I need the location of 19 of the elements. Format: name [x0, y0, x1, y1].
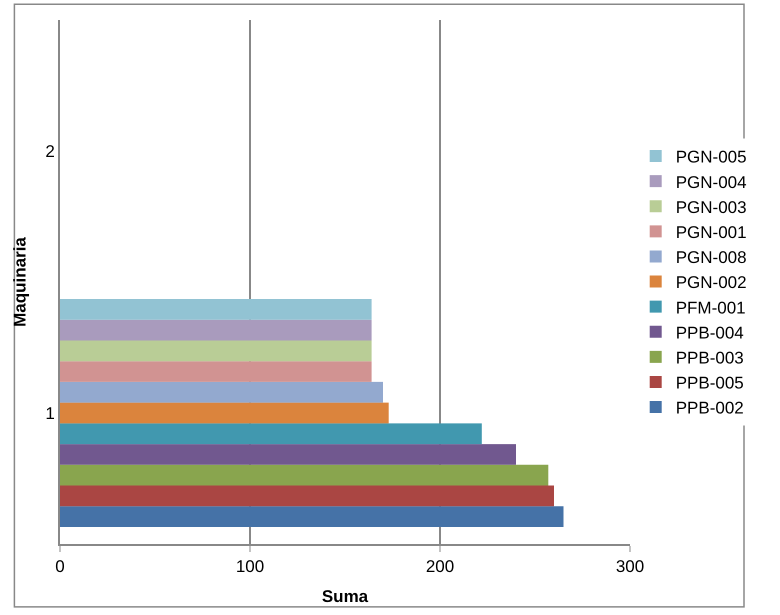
x-tick-label: 0	[55, 557, 65, 576]
y-axis-title: Maquinaria	[10, 236, 30, 327]
legend-label: PPB-002	[676, 398, 744, 418]
legend-label: PGN-003	[676, 198, 747, 217]
legend-label: PGN-004	[676, 172, 747, 192]
legend-label: PPB-003	[676, 348, 744, 368]
y-tick-label: 2	[45, 142, 55, 161]
legend-label: PGN-001	[676, 222, 747, 242]
x-tick-label: 100	[236, 557, 264, 576]
legend-label: PPB-005	[676, 374, 744, 393]
legend-label: PPB-004	[676, 323, 744, 342]
x-axis-title: Suma	[322, 587, 369, 606]
legend-label: PGN-008	[676, 248, 747, 268]
x-tick-label: 200	[426, 557, 454, 576]
legend-label: PFM-001	[676, 298, 746, 318]
legend-label: PGN-002	[676, 273, 747, 292]
y-tick-label: 1	[45, 404, 55, 423]
legend-label: PGN-005	[676, 148, 747, 167]
x-tick-label: 300	[616, 557, 644, 576]
